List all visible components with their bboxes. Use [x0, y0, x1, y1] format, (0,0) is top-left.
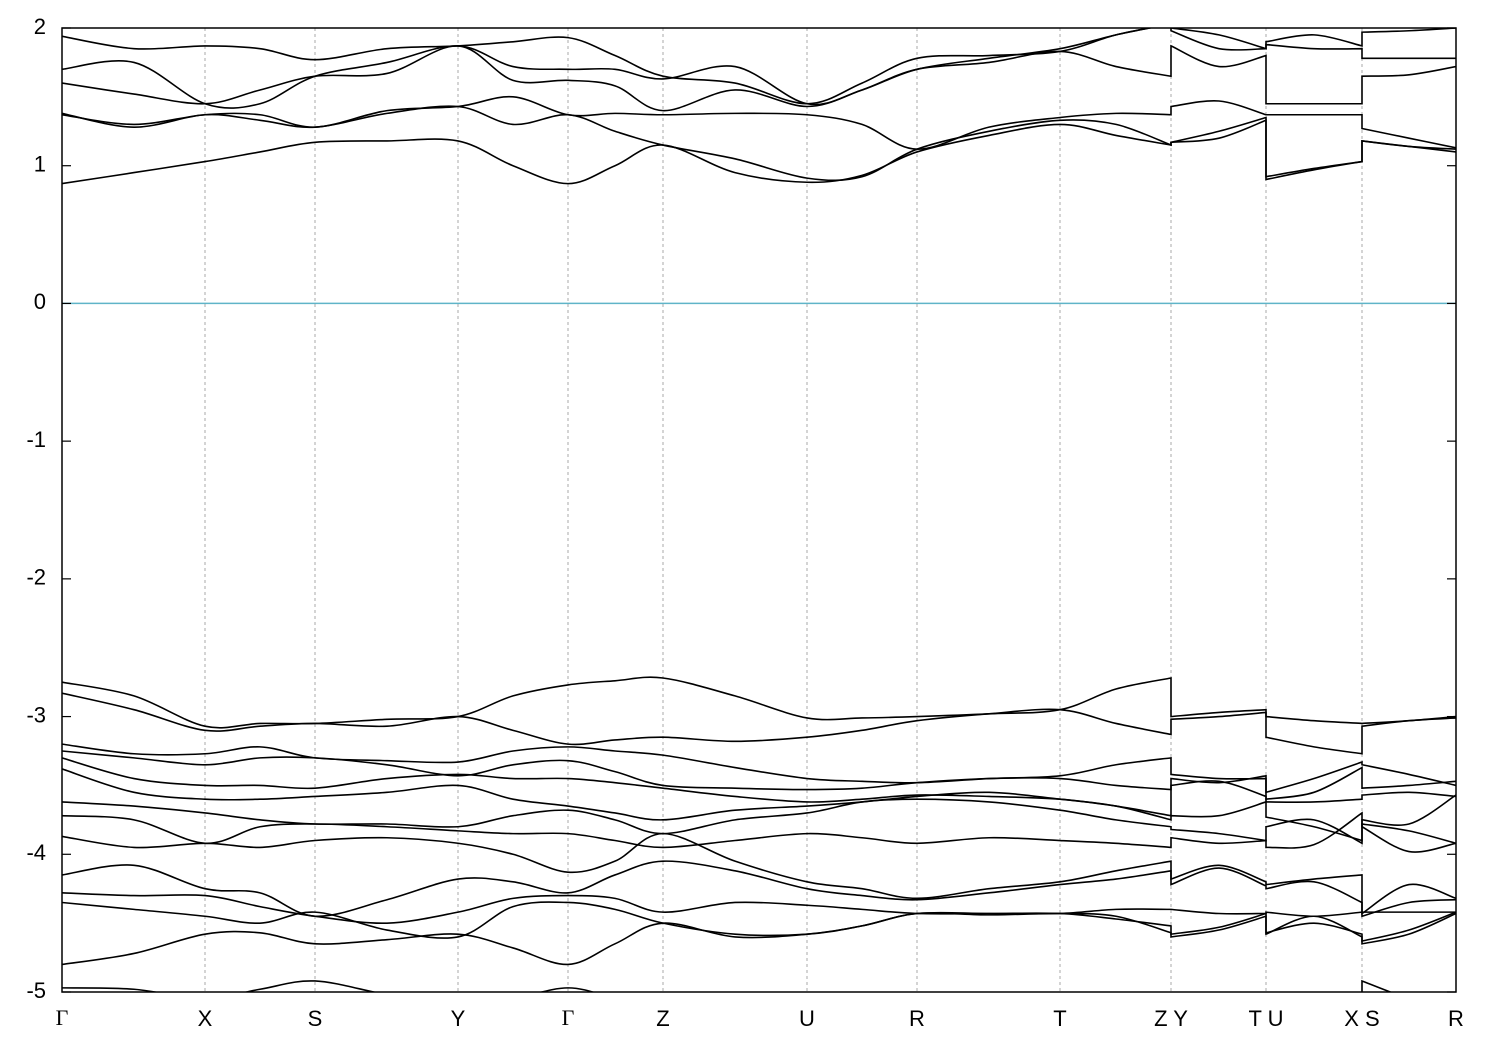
x-tick-label: Z Y [1154, 1006, 1188, 1031]
x-tick-label: T [1053, 1006, 1066, 1031]
band-line [62, 676, 1456, 729]
y-tick-label: -4 [26, 840, 46, 865]
band-line [62, 811, 1456, 853]
bands [62, 28, 1456, 992]
y-tick-label: -2 [26, 565, 46, 590]
x-tick-label: T U [1248, 1006, 1283, 1031]
y-tick-label: -1 [26, 427, 46, 452]
y-tick-label: 1 [34, 152, 46, 177]
band-line [62, 95, 1456, 150]
y-tick-label: -5 [26, 978, 46, 1003]
band-line [62, 743, 1456, 794]
band-line [62, 750, 1456, 801]
band-line [62, 757, 1456, 817]
x-tick-label: X S [1344, 1006, 1379, 1031]
x-tick-label: Γ [56, 1005, 69, 1030]
band-line [62, 912, 1456, 966]
band-line [62, 28, 1456, 109]
x-tick-label: R [909, 1006, 925, 1031]
x-tick-label: X [198, 1006, 213, 1031]
x-tick-label: Γ [562, 1005, 575, 1030]
band-line [62, 768, 1456, 842]
x-tick-label: R [1448, 1006, 1464, 1031]
x-tick-label: Z [656, 1006, 669, 1031]
x-tick-label: Y [451, 1006, 466, 1031]
band-line [62, 44, 1456, 112]
x-tick-label: U [799, 1006, 815, 1031]
y-tick-label: 0 [34, 289, 46, 314]
grid [61, 28, 1457, 992]
band-line [62, 832, 1456, 915]
band-line [62, 119, 1456, 185]
band-line [62, 798, 1456, 845]
band-line [62, 979, 1393, 992]
x-tick-label: S [308, 1006, 323, 1031]
y-tick-label: -3 [26, 702, 46, 727]
band-line [62, 692, 1456, 755]
y-tick-label: 2 [34, 14, 46, 39]
band-line [62, 28, 1456, 105]
labels: -5 -4 -3 -2 -1 0 1 2 Γ X S Y Γ Z U R T Z Y T U X S R [26, 14, 1464, 1031]
plot-frame [61, 27, 1457, 993]
